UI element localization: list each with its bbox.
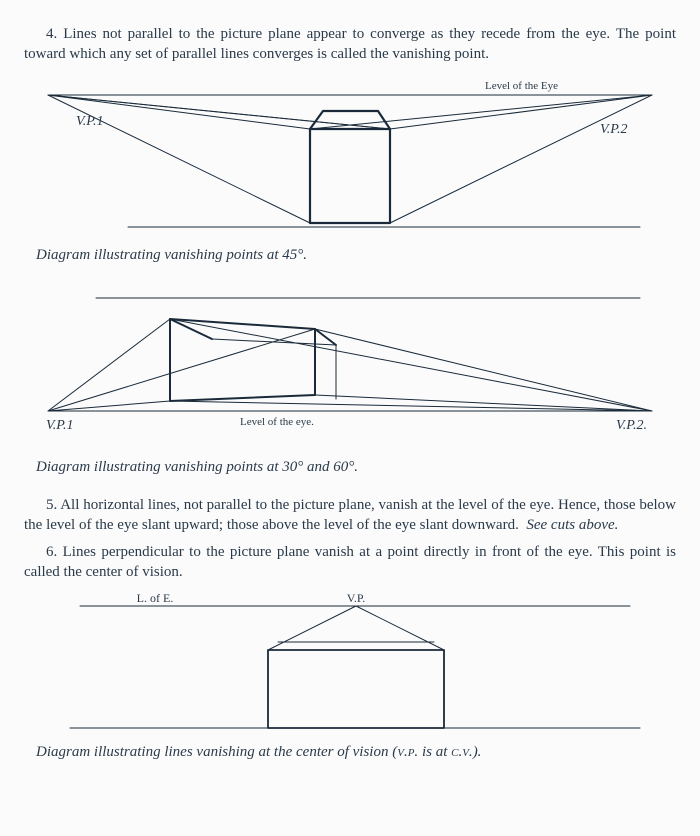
caption-2: Diagram illustrating vanishing points at…	[36, 457, 676, 477]
caption3-e: ).	[473, 744, 482, 760]
svg-text:L. of E.: L. of E.	[137, 591, 174, 605]
svg-text:V.P.1: V.P.1	[46, 418, 74, 433]
paragraph-5: 5. All horizontal lines, not parallel to…	[24, 495, 676, 536]
svg-text:Level of the Eye: Level of the Eye	[485, 80, 558, 92]
svg-text:Level of the eye.: Level of the eye.	[240, 416, 314, 428]
caption3-a: Diagram illustrating lines vanishing at …	[36, 744, 397, 760]
svg-text:V.P.2: V.P.2	[600, 122, 628, 137]
caption3-b: v.p.	[397, 744, 418, 760]
svg-text:V.P.2.: V.P.2.	[616, 418, 647, 433]
caption-3: Diagram illustrating lines vanishing at …	[36, 742, 676, 762]
diagram-30-60deg: Level of the eye. V.P.1 V.P.2.	[40, 283, 660, 453]
para5-see-cuts: See cuts above.	[526, 517, 618, 533]
diagram-45deg: Level of the Eye V.P.1 V.P.2	[40, 71, 660, 241]
svg-text:V.P.: V.P.	[347, 591, 365, 605]
paragraph-4: 4. Lines not parallel to the picture pla…	[24, 24, 676, 65]
caption3-d: c.v.	[451, 744, 473, 760]
caption-1: Diagram illustrating vanishing points at…	[36, 245, 676, 265]
caption3-c: is at	[418, 744, 451, 760]
paragraph-6: 6. Lines perpendicular to the picture pl…	[24, 542, 676, 583]
svg-text:V.P.1: V.P.1	[76, 114, 104, 129]
diagram-center-vision: L. of E. V.P.	[40, 588, 660, 738]
